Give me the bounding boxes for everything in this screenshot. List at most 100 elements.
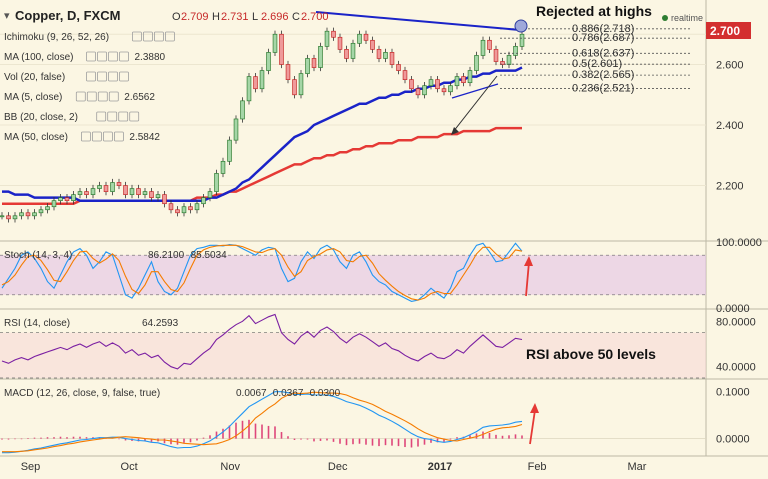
macd-histogram-bar: [449, 438, 452, 440]
macd-histogram-bar: [261, 424, 263, 439]
macd-up-arrow: [529, 409, 536, 445]
realtime-label: realtime: [671, 13, 703, 23]
candle-body: [64, 197, 70, 202]
macd-histogram-bar: [79, 436, 81, 439]
indicator-control-icon: [103, 131, 113, 142]
macd-histogram-bar: [235, 422, 237, 439]
candle-body: [311, 58, 317, 68]
time-tick-label: Nov: [220, 461, 240, 473]
ohlc-value: 2.731: [221, 11, 249, 23]
macd-histogram-bar: [274, 426, 276, 439]
macd-histogram-bar: [40, 437, 42, 439]
time-tick-label: Feb: [528, 461, 547, 473]
candle-body: [467, 70, 473, 84]
pane-title: MACD (12, 26, close, 9, false, true): [4, 388, 160, 399]
candle-body: [233, 118, 239, 141]
fib-label: 0.382(2.565): [572, 69, 634, 81]
macd-histogram-bar: [456, 437, 458, 439]
macd-histogram-bar: [391, 438, 393, 446]
indicator-control-icon: [131, 31, 142, 42]
indicator-control-icon: [81, 131, 91, 142]
candle-body: [272, 33, 278, 53]
indicator-control-icon: [97, 71, 107, 82]
macd-histogram-bar: [514, 434, 517, 439]
candle-body: [136, 188, 141, 195]
macd-histogram-bar: [306, 438, 309, 440]
candle-body: [0, 215, 5, 218]
candle-body: [90, 188, 96, 195]
macd-histogram-bar: [313, 438, 315, 442]
candle-body: [285, 64, 291, 80]
candle-body: [448, 85, 453, 93]
candle-body: [175, 209, 180, 214]
macd-histogram-bar: [345, 438, 348, 446]
down-arrow-head: [451, 127, 459, 135]
candle-body: [155, 194, 161, 198]
pane-value: 64.2593: [142, 318, 179, 329]
macd-histogram-bar: [293, 438, 296, 440]
indicator-tick-label: 0.0000: [716, 303, 750, 315]
price-tick-label: 2.400: [716, 120, 744, 132]
candle-body: [253, 76, 258, 90]
macd-histogram-bar: [20, 438, 23, 440]
candle-body: [376, 49, 382, 59]
indicator-legend: Ichimoku (9, 26, 52, 26) MA (100, close) 2…: [4, 31, 175, 143]
candle-body: [51, 200, 57, 208]
indicator-control-icon: [75, 91, 86, 102]
macd-histogram-bar: [254, 423, 257, 439]
candle-body: [266, 52, 271, 71]
candle-body: [240, 100, 245, 120]
indicator-name: MA (5, close): [4, 92, 62, 103]
macd-histogram-bar: [46, 437, 49, 439]
time-tick-label: Sep: [21, 461, 41, 473]
stoch-up-arrow: [525, 261, 530, 297]
indicator-tick-label: 0.1000: [716, 387, 750, 399]
rejected-annotation: Rejected at highs: [536, 3, 652, 19]
indicator-name: MA (100, close): [4, 52, 73, 63]
indicator-tick-label: 0.0000: [716, 434, 750, 446]
candle-body: [422, 85, 427, 96]
candle-body: [6, 215, 11, 220]
last-price-badge: [706, 22, 751, 39]
macd-histogram-bar: [280, 432, 283, 439]
indicator-control-icon: [108, 71, 118, 82]
macd-histogram-bar: [300, 438, 302, 440]
candle-body: [337, 36, 343, 50]
macd-histogram-bar: [352, 438, 354, 445]
collapse-icon[interactable]: ▾: [4, 10, 10, 22]
candle-body: [103, 185, 109, 192]
rsi-line-0: [1, 313, 523, 370]
candle-body: [77, 191, 83, 195]
candle-body: [344, 49, 349, 59]
support-trendline: [451, 83, 499, 99]
macd-histogram-bar: [215, 431, 218, 439]
candle-body: [168, 203, 174, 211]
fib-label: 0.618(2.637): [572, 47, 634, 59]
candle-body: [350, 42, 356, 59]
indicator-tick-label: 80.0000: [716, 316, 756, 328]
candle-body: [97, 185, 102, 189]
macd-histogram-bar: [66, 437, 68, 439]
price-gridlines: [0, 33, 706, 187]
candle-body: [305, 58, 310, 74]
macd-histogram-bar: [85, 437, 88, 439]
macd-histogram-bar: [508, 435, 510, 439]
macd-histogram-bar: [430, 438, 432, 443]
indicator-control-icon: [92, 131, 102, 142]
indicator-name: Vol (20, false): [4, 72, 65, 83]
indicator-tick-label: 100.0000: [716, 237, 762, 249]
macd-histogram-bar: [163, 438, 166, 444]
candle-body: [324, 30, 330, 47]
macd-histogram-bar: [501, 435, 504, 439]
candle-body: [519, 33, 525, 47]
macd-histogram-bar: [33, 437, 36, 439]
macd-histogram-bar: [241, 420, 244, 439]
indicator-value: 2.5842: [129, 132, 160, 143]
candle-body: [383, 52, 388, 59]
ohlc-value: 2.700: [301, 11, 329, 23]
macd-histogram-bar: [59, 436, 62, 439]
candle-body: [116, 182, 122, 186]
macd-histogram-bar: [72, 436, 75, 439]
candlesticks: [0, 27, 525, 223]
indicator-value: 2.6562: [124, 92, 155, 103]
